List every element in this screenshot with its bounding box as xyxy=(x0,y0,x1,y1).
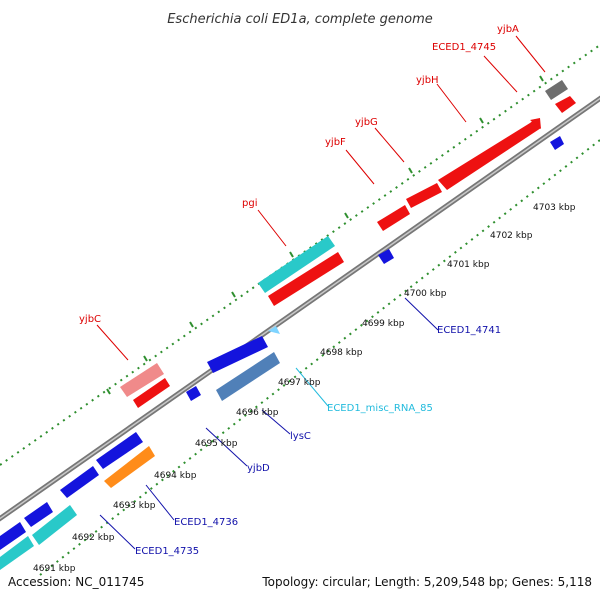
gene-yjbH-block[interactable] xyxy=(438,119,541,190)
gene-reverse-4692-block[interactable] xyxy=(60,466,99,498)
leader-ECED1_4735 xyxy=(99,514,136,550)
rna-ECED1_4735-block[interactable] xyxy=(32,505,77,545)
leader-ECED1_4736 xyxy=(145,484,175,521)
tick-label: 4695 kbp xyxy=(195,439,238,449)
gene-yjbD-block[interactable] xyxy=(186,386,201,401)
topology-summary-text: Topology: circular; Length: 5,209,548 bp… xyxy=(261,575,592,589)
label-pgi: pgi xyxy=(242,198,257,209)
leader-lysC xyxy=(261,409,291,435)
label-ECED1_misc_RNA_85: ECED1_misc_RNA_85 xyxy=(327,403,433,414)
gene-red-small-block[interactable] xyxy=(133,378,170,408)
leader-misc-rna xyxy=(295,367,329,407)
rna-edge-block[interactable] xyxy=(0,536,34,570)
outer-track-ticks xyxy=(106,75,544,395)
gene-yjbC-block[interactable] xyxy=(120,363,164,397)
gene-yjbF-block[interactable] xyxy=(377,205,410,231)
label-lysC: lysC xyxy=(290,431,311,442)
tick-label: 4700 kbp xyxy=(404,289,447,299)
label-ECED1_4741: ECED1_4741 xyxy=(437,325,501,336)
gene-reverse-4691-block[interactable] xyxy=(24,502,53,527)
gene-ECED1_4745-block[interactable] xyxy=(555,96,576,113)
gene-reverse-4694-block[interactable] xyxy=(96,432,143,469)
accession-text: Accession: NC_011745 xyxy=(8,575,144,589)
gene-yjbA-block[interactable] xyxy=(545,80,568,100)
tick-label: 4699 kbp xyxy=(362,319,405,329)
misc-rna-block[interactable] xyxy=(268,326,280,334)
map-title: Escherichia coli ED1a, complete genome xyxy=(167,12,433,27)
outer-dotted-track xyxy=(0,44,600,466)
genome-backbone-highlight xyxy=(0,97,600,520)
label-ECED1_4735: ECED1_4735 xyxy=(135,546,199,557)
label-yjbG: yjbG xyxy=(355,117,378,128)
gene-reverse-4701-block[interactable] xyxy=(378,249,394,264)
gene-pgi-block[interactable] xyxy=(268,252,344,306)
tick-label: 4692 kbp xyxy=(72,533,115,543)
gene-yjbH-arrow xyxy=(530,118,541,129)
leader-yjbD xyxy=(205,427,248,467)
label-ECED1_4745: ECED1_4745 xyxy=(432,42,496,53)
tick-label: 4697 kbp xyxy=(278,378,321,388)
gene-lysC-block[interactable] xyxy=(216,352,280,401)
gene-ECED1_4736-block[interactable] xyxy=(104,446,155,488)
forward-label-leaders xyxy=(96,35,546,361)
gene-reverse-edge-block[interactable] xyxy=(0,522,26,550)
label-yjbH: yjbH xyxy=(416,75,439,86)
label-yjbF: yjbF xyxy=(325,137,346,148)
tick-label: 4701 kbp xyxy=(447,260,490,270)
label-ECED1_4736: ECED1_4736 xyxy=(174,517,238,528)
leader-ECED1_4741 xyxy=(404,297,439,331)
label-yjbA: yjbA xyxy=(497,24,519,35)
tick-label: 4691 kbp xyxy=(33,564,76,574)
gene-reverse-4703-block[interactable] xyxy=(550,136,564,150)
label-yjbD: yjbD xyxy=(247,463,270,474)
label-yjbC: yjbC xyxy=(79,314,101,325)
tick-label: 4693 kbp xyxy=(113,501,156,511)
gene-yjbG-block[interactable] xyxy=(406,183,442,208)
tick-label: 4702 kbp xyxy=(490,231,533,241)
rna-feature-upper[interactable] xyxy=(258,236,335,293)
tick-label: 4694 kbp xyxy=(154,471,197,481)
gene-reverse-4697-block[interactable] xyxy=(207,336,268,373)
tick-label: 4698 kbp xyxy=(320,348,363,358)
tick-label: 4696 kbp xyxy=(236,408,279,418)
tick-label: 4703 kbp xyxy=(533,203,576,213)
